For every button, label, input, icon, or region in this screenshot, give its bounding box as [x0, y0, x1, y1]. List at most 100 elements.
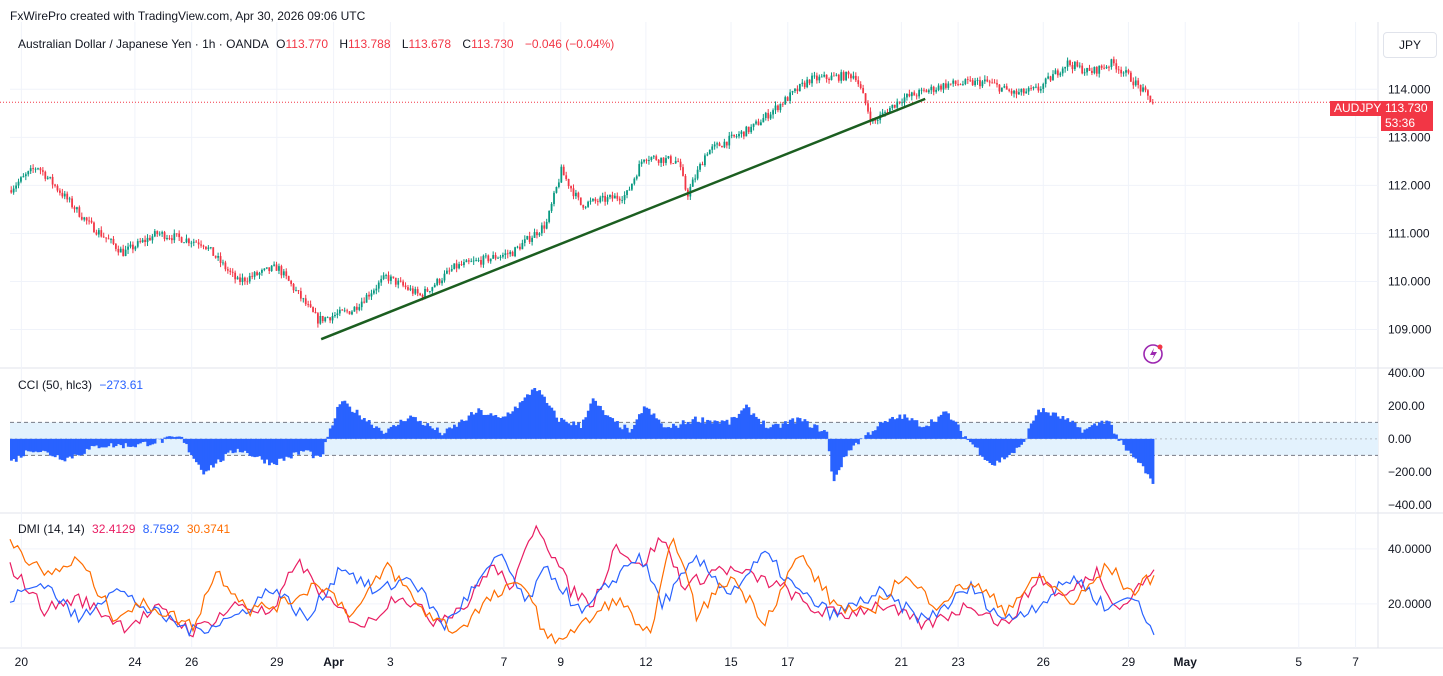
candle-body [745, 126, 748, 137]
cci-bar [253, 438, 257, 458]
cci-bar [190, 438, 193, 456]
cci-bar [423, 425, 427, 439]
cci-bar [1146, 438, 1150, 475]
candle-body [993, 82, 996, 84]
candle-body [1086, 67, 1088, 73]
cci-bar [95, 438, 99, 446]
cci-bar [742, 408, 746, 439]
candle-body [317, 313, 319, 324]
candle-body [280, 266, 283, 276]
cci-bar [365, 421, 369, 439]
cci-bar [951, 420, 955, 439]
candle-body [146, 237, 149, 243]
candle-body [163, 232, 166, 240]
candle-body [1052, 74, 1054, 81]
candle-body [876, 120, 879, 121]
cci-bar [796, 417, 800, 439]
cci-bar [97, 438, 101, 449]
cci-bar [53, 438, 57, 458]
candle-body [248, 275, 251, 282]
cci-bar [22, 438, 26, 457]
cci-bar [348, 406, 352, 439]
cci-bar [995, 438, 999, 461]
cci-bar [87, 438, 91, 450]
candle-body [1000, 87, 1003, 92]
candle-body [1139, 85, 1142, 92]
candle-body [901, 102, 903, 104]
cci-bar [309, 438, 313, 452]
cci-bar [835, 438, 838, 475]
cci-bar [526, 394, 529, 439]
candle-body [592, 198, 594, 201]
cci-bar [810, 427, 814, 439]
cci-bar [720, 420, 724, 439]
cci-bar [238, 438, 242, 453]
cci-bar [825, 431, 829, 439]
cci-bar [847, 438, 851, 451]
candle-body [988, 81, 991, 83]
candle-body [112, 238, 115, 244]
cci-bar [757, 418, 761, 439]
candle-body [251, 275, 254, 277]
candle-body [438, 279, 441, 284]
candle-body [511, 251, 514, 257]
dmi-legend: DMI (14, 14) 32.4129 8.7592 30.3741 [18, 522, 234, 536]
cci-bar [925, 425, 929, 439]
cci-bar [854, 438, 858, 443]
candle-body [628, 189, 631, 191]
cci-bar [937, 416, 941, 439]
candle-body [930, 86, 933, 91]
cci-legend: CCI (50, hlc3) −273.61 [18, 378, 147, 392]
cci-bar [927, 426, 931, 439]
cci-bar [620, 429, 624, 439]
cci-bar [679, 424, 683, 439]
cci-bar [881, 422, 885, 439]
candle-body [407, 287, 409, 290]
candle-body [665, 158, 667, 163]
candle-body [609, 195, 611, 198]
cci-bar [56, 438, 60, 456]
cci-bar [711, 423, 714, 439]
candle-body [662, 157, 665, 163]
candle-body [1112, 59, 1115, 64]
cci-bar [849, 438, 853, 451]
cci-bar [197, 438, 201, 465]
cci-bar [136, 438, 140, 445]
candle-body [794, 88, 796, 92]
candle-body [640, 161, 643, 165]
candle-body [545, 221, 548, 229]
candle-body [419, 293, 422, 296]
candle-body [394, 277, 397, 285]
cci-bar [139, 438, 142, 444]
cci-bar [793, 423, 797, 439]
candle-body [200, 244, 202, 246]
cci-bar [12, 438, 16, 460]
cci-bar [426, 423, 430, 439]
time-tick-label: May [1174, 655, 1198, 669]
currency-button[interactable]: JPY [1383, 32, 1437, 58]
candle-body [1015, 90, 1018, 95]
candle-body [207, 247, 210, 249]
cci-bar [231, 438, 235, 454]
candle-body [1110, 59, 1113, 68]
cci-bar [864, 435, 868, 439]
candle-body [355, 306, 358, 310]
candle-body [10, 190, 13, 193]
candle-body [278, 266, 280, 271]
lightning-icon [1150, 348, 1157, 360]
candle-body [1098, 65, 1101, 74]
cci-bar [857, 438, 860, 445]
adx-line [9, 537, 1155, 645]
trendline [320, 97, 926, 341]
cci-bar [489, 413, 493, 439]
candle-body [93, 222, 95, 233]
candle-body [528, 236, 531, 242]
cci-bar [36, 438, 40, 453]
candle-body [935, 89, 938, 92]
candle-body [811, 75, 813, 84]
cci-bar [121, 438, 125, 449]
candle-body [828, 78, 830, 81]
cci-bar [518, 402, 522, 439]
candle-body [168, 238, 171, 239]
